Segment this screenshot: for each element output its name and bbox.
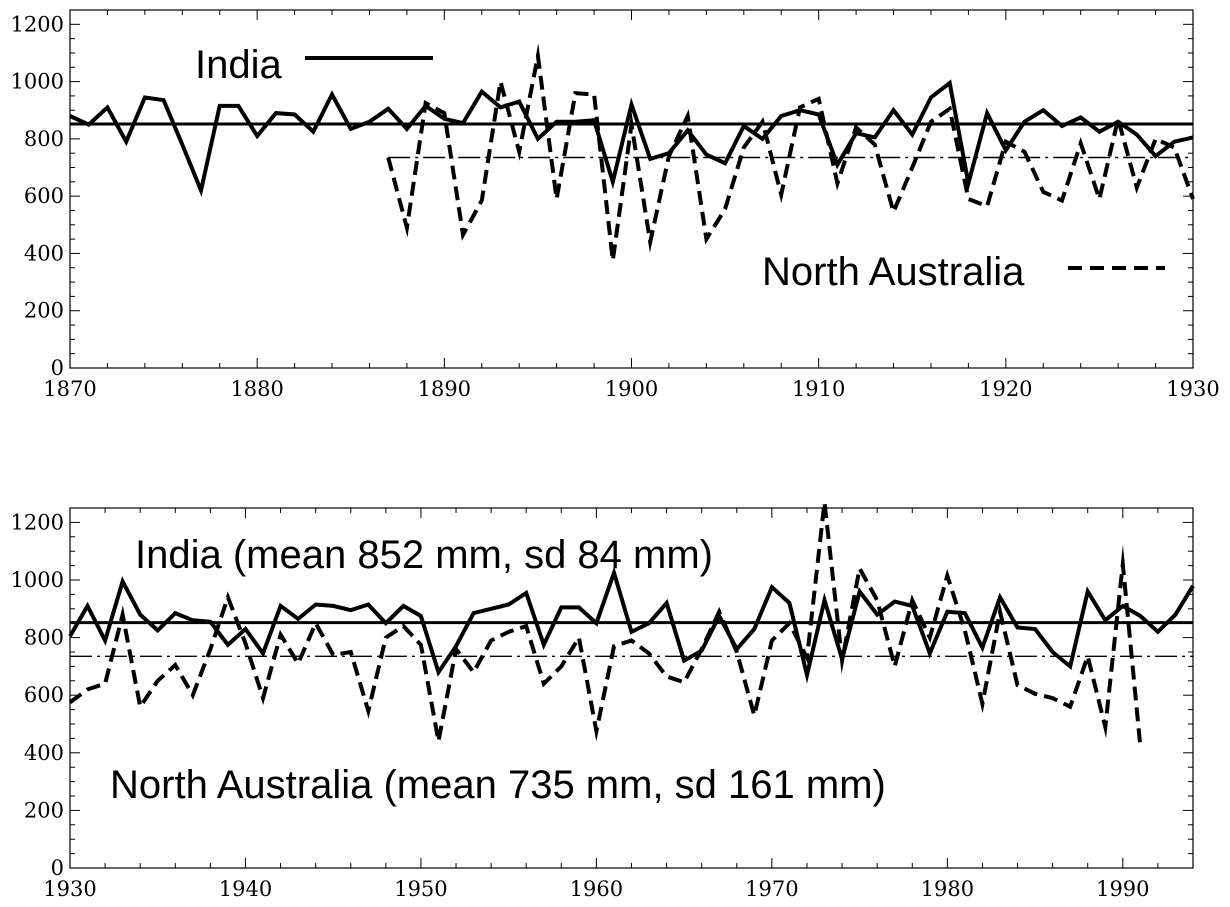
x-tick-label: 1920 <box>979 377 1032 401</box>
x-tick-label: 1880 <box>230 377 283 401</box>
y-tick-label: 1000 <box>11 70 64 94</box>
y-tick-label: 600 <box>24 184 64 208</box>
annotation-india-stats: India (mean 852 mm, sd 84 mm) <box>135 533 713 577</box>
x-tick-label: 1930 <box>1166 377 1219 401</box>
x-tick-label: 1960 <box>570 877 623 901</box>
y-tick-label: 0 <box>51 356 64 380</box>
y-tick-label: 1200 <box>11 510 64 534</box>
series-line-north-australia <box>68 484 1143 753</box>
chart-1870-1930: 0 200 400 600 800 1000 1200 1870 1880 1890 1900 191… <box>11 9 1220 401</box>
series-line-india <box>68 566 1195 684</box>
x-tick-label: 1990 <box>1096 877 1149 901</box>
legend-india-label: India <box>195 43 282 87</box>
y-tick-label: 600 <box>24 683 64 707</box>
y-tick-label: 800 <box>24 127 64 151</box>
y-tick-label: 1200 <box>11 12 64 36</box>
x-tick-label: 1980 <box>921 877 974 901</box>
chart-1930-1994: 0 200 400 600 800 1000 1200 1930 1940 1950 1960 197… <box>11 484 1195 901</box>
x-tick-label: 1930 <box>43 877 96 901</box>
x-tick-label: 1970 <box>745 877 798 901</box>
y-tick-label: 1000 <box>11 568 64 592</box>
x-tick-label: 1890 <box>418 377 471 401</box>
y-tick-label: 800 <box>24 626 64 650</box>
x-tick-label: 1900 <box>605 377 658 401</box>
annotation-north-australia-stats: North Australia (mean 735 mm, sd 161 mm) <box>110 763 886 807</box>
y-tick-label: 200 <box>24 798 64 822</box>
series-line-india <box>69 79 1194 198</box>
x-tick-label: 1950 <box>394 877 447 901</box>
series-line-north-australia <box>386 43 1195 277</box>
y-tick-label: 200 <box>24 299 64 323</box>
x-tick-label: 1910 <box>792 377 845 401</box>
y-tick-label: 0 <box>51 856 64 880</box>
x-tick-label: 1870 <box>43 377 96 401</box>
legend-north-australia-label: North Australia <box>762 250 1025 294</box>
x-tick-label: 1940 <box>219 877 272 901</box>
y-tick-label: 400 <box>24 741 64 765</box>
y-tick-label: 400 <box>24 241 64 265</box>
